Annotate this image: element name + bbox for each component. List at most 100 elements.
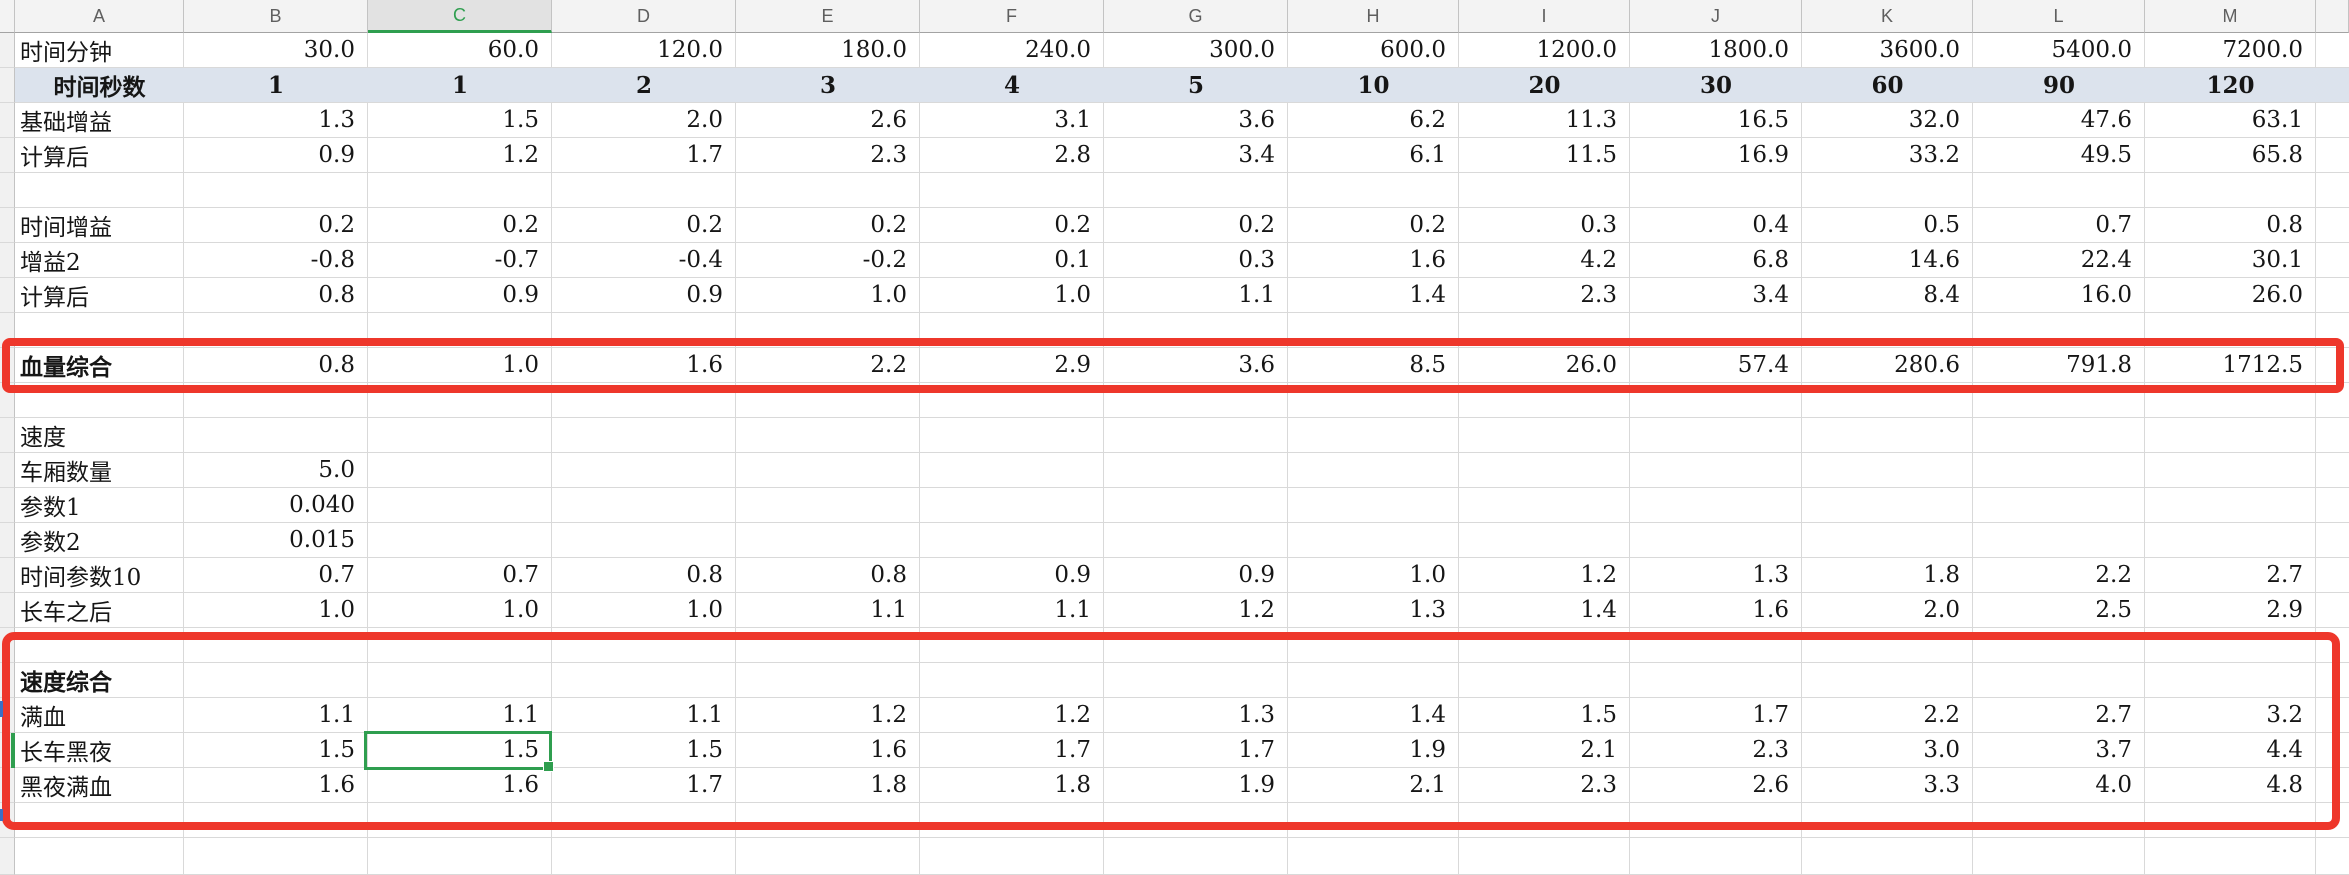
- cell-G2[interactable]: 5: [1104, 68, 1288, 103]
- cell-H13[interactable]: [1288, 453, 1459, 488]
- cell-J18[interactable]: [1630, 628, 1802, 663]
- cell-E23[interactable]: [736, 803, 920, 838]
- cell-B11[interactable]: [184, 383, 368, 418]
- cell-F11[interactable]: [920, 383, 1104, 418]
- cell-H3[interactable]: 6.2: [1288, 103, 1459, 138]
- cell-A21[interactable]: 长车黑夜: [15, 733, 184, 768]
- cell-J15[interactable]: [1630, 523, 1802, 558]
- cell-F23[interactable]: [920, 803, 1104, 838]
- cell-A16[interactable]: 时间参数10: [15, 558, 184, 593]
- cell-K14[interactable]: [1802, 488, 1973, 523]
- cell-C15[interactable]: [368, 523, 552, 558]
- cell-J6[interactable]: 0.4: [1630, 208, 1802, 243]
- column-header-H[interactable]: H: [1288, 0, 1459, 33]
- cell-F17[interactable]: 1.1: [920, 593, 1104, 628]
- cell-D11[interactable]: [552, 383, 736, 418]
- cell-B20[interactable]: 1.1: [184, 698, 368, 733]
- cell-A18[interactable]: [15, 628, 184, 663]
- row-header-3[interactable]: [0, 103, 15, 138]
- cell-L13[interactable]: [1973, 453, 2145, 488]
- cell-F14[interactable]: [920, 488, 1104, 523]
- column-header-G[interactable]: G: [1104, 0, 1288, 33]
- column-header-K[interactable]: K: [1802, 0, 1973, 33]
- cell-L2[interactable]: 90: [1973, 68, 2145, 103]
- cell-C24[interactable]: [368, 838, 552, 875]
- cell-E22[interactable]: 1.8: [736, 768, 920, 803]
- cell-L15[interactable]: [1973, 523, 2145, 558]
- cell-C18[interactable]: [368, 628, 552, 663]
- cell-D12[interactable]: [552, 418, 736, 453]
- row-header-17[interactable]: [0, 593, 15, 628]
- cell-J14[interactable]: [1630, 488, 1802, 523]
- cell-partial-10[interactable]: [2316, 348, 2349, 383]
- cell-I14[interactable]: [1459, 488, 1630, 523]
- cell-E13[interactable]: [736, 453, 920, 488]
- cell-D13[interactable]: [552, 453, 736, 488]
- cell-F20[interactable]: 1.2: [920, 698, 1104, 733]
- cell-G7[interactable]: 0.3: [1104, 243, 1288, 278]
- cell-C13[interactable]: [368, 453, 552, 488]
- cell-A4[interactable]: 计算后: [15, 138, 184, 173]
- cell-E3[interactable]: 2.6: [736, 103, 920, 138]
- cell-L21[interactable]: 3.7: [1973, 733, 2145, 768]
- row-header-13[interactable]: [0, 453, 15, 488]
- cell-L11[interactable]: [1973, 383, 2145, 418]
- cell-K12[interactable]: [1802, 418, 1973, 453]
- cell-partial-13[interactable]: [2316, 453, 2349, 488]
- cell-L10[interactable]: 791.8: [1973, 348, 2145, 383]
- cell-F12[interactable]: [920, 418, 1104, 453]
- cell-partial-5[interactable]: [2316, 173, 2349, 208]
- cell-M21[interactable]: 4.4: [2145, 733, 2316, 768]
- cell-M16[interactable]: 2.7: [2145, 558, 2316, 593]
- cell-L19[interactable]: [1973, 663, 2145, 698]
- cell-E17[interactable]: 1.1: [736, 593, 920, 628]
- cell-J10[interactable]: 57.4: [1630, 348, 1802, 383]
- cell-B3[interactable]: 1.3: [184, 103, 368, 138]
- cell-D5[interactable]: [552, 173, 736, 208]
- cell-E8[interactable]: 1.0: [736, 278, 920, 313]
- cell-H18[interactable]: [1288, 628, 1459, 663]
- cell-B16[interactable]: 0.7: [184, 558, 368, 593]
- cell-C12[interactable]: [368, 418, 552, 453]
- cell-F15[interactable]: [920, 523, 1104, 558]
- cell-M2[interactable]: 120: [2145, 68, 2316, 103]
- cell-I12[interactable]: [1459, 418, 1630, 453]
- cell-K1[interactable]: 3600.0: [1802, 33, 1973, 68]
- cell-D18[interactable]: [552, 628, 736, 663]
- cell-B8[interactable]: 0.8: [184, 278, 368, 313]
- cell-A15[interactable]: 参数2: [15, 523, 184, 558]
- column-header-C[interactable]: C: [368, 0, 552, 33]
- cell-partial-1[interactable]: [2316, 33, 2349, 68]
- cell-A19[interactable]: 速度综合: [15, 663, 184, 698]
- cell-J11[interactable]: [1630, 383, 1802, 418]
- cell-A5[interactable]: [15, 173, 184, 208]
- cell-I20[interactable]: 1.5: [1459, 698, 1630, 733]
- cell-K13[interactable]: [1802, 453, 1973, 488]
- column-header-J[interactable]: J: [1630, 0, 1802, 33]
- cell-F16[interactable]: 0.9: [920, 558, 1104, 593]
- cell-I1[interactable]: 1200.0: [1459, 33, 1630, 68]
- cell-D14[interactable]: [552, 488, 736, 523]
- cell-M1[interactable]: 7200.0: [2145, 33, 2316, 68]
- cell-C4[interactable]: 1.2: [368, 138, 552, 173]
- cell-F7[interactable]: 0.1: [920, 243, 1104, 278]
- cell-partial-2[interactable]: [2316, 68, 2349, 103]
- cell-M13[interactable]: [2145, 453, 2316, 488]
- cell-M20[interactable]: 3.2: [2145, 698, 2316, 733]
- cell-L8[interactable]: 16.0: [1973, 278, 2145, 313]
- cell-E15[interactable]: [736, 523, 920, 558]
- cell-H8[interactable]: 1.4: [1288, 278, 1459, 313]
- column-header-M[interactable]: M: [2145, 0, 2316, 33]
- cell-G12[interactable]: [1104, 418, 1288, 453]
- cell-M24[interactable]: [2145, 838, 2316, 875]
- cell-G10[interactable]: 3.6: [1104, 348, 1288, 383]
- cell-G6[interactable]: 0.2: [1104, 208, 1288, 243]
- cell-partial-7[interactable]: [2316, 243, 2349, 278]
- cell-E11[interactable]: [736, 383, 920, 418]
- cell-G8[interactable]: 1.1: [1104, 278, 1288, 313]
- row-header-corner[interactable]: [0, 0, 15, 33]
- cell-C2[interactable]: 1: [368, 68, 552, 103]
- row-header-22[interactable]: [0, 768, 15, 803]
- cell-B19[interactable]: [184, 663, 368, 698]
- cell-B17[interactable]: 1.0: [184, 593, 368, 628]
